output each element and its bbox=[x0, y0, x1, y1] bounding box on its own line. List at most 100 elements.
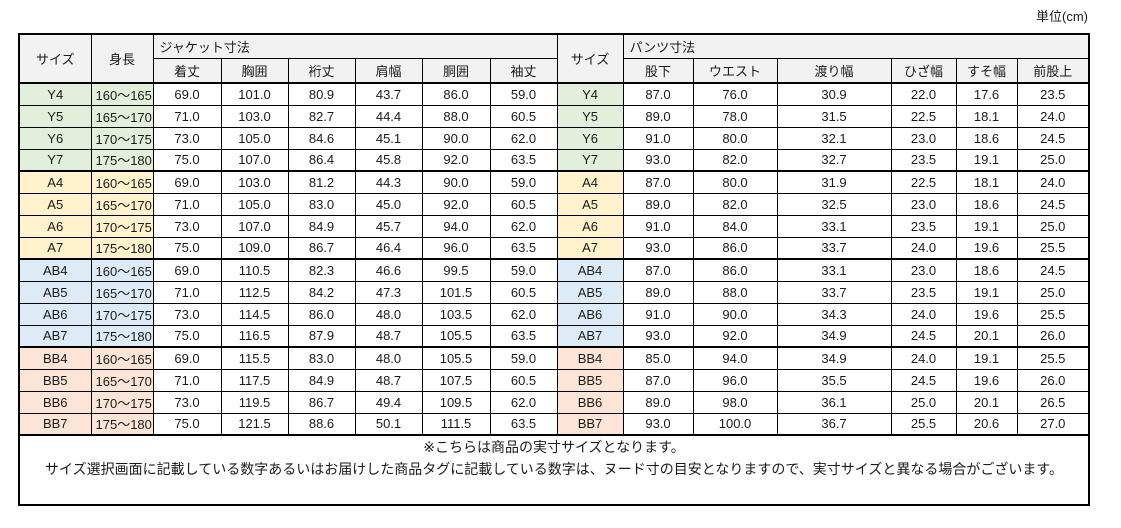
pants-value-cell: 80.0 bbox=[692, 170, 778, 194]
pants-value-cell: 23.0 bbox=[890, 126, 957, 150]
jacket-value-cell: 105.5 bbox=[421, 324, 491, 348]
pants-value-cell: 25.5 bbox=[1016, 346, 1090, 370]
pants-value-cell: 18.1 bbox=[955, 170, 1018, 194]
jacket-value-cell: 114.5 bbox=[220, 302, 289, 326]
jacket-value-cell: 90.0 bbox=[421, 170, 491, 194]
height-cell: 170～175 bbox=[90, 126, 154, 150]
pants-value-cell: 31.9 bbox=[776, 170, 892, 194]
pants-value-cell: 23.0 bbox=[890, 192, 957, 216]
jacket-value-cell: 83.0 bbox=[287, 346, 356, 370]
jacket-value-cell: 73.0 bbox=[152, 214, 222, 238]
note-nude-size: サイズ選択画面に記載している数字あるいはお届けした商品タグに記載している数字は、… bbox=[45, 461, 1063, 478]
jacket-value-cell: 71.0 bbox=[152, 104, 222, 128]
size-cell-pants: Y7 bbox=[556, 148, 624, 172]
jacket-value-cell: 69.0 bbox=[152, 258, 222, 282]
jacket-value-cell: 83.0 bbox=[287, 192, 356, 216]
pants-value-cell: 89.0 bbox=[622, 192, 694, 216]
pants-value-cell: 19.1 bbox=[955, 346, 1018, 370]
pants-value-cell: 23.5 bbox=[890, 214, 957, 238]
size-cell: A6 bbox=[18, 214, 92, 238]
header-pants-group: パンツ寸法 bbox=[622, 33, 1090, 59]
jacket-value-cell: 60.5 bbox=[489, 104, 558, 128]
pants-value-cell: 88.0 bbox=[692, 280, 778, 304]
size-cell-pants: AB5 bbox=[556, 280, 624, 304]
jacket-value-cell: 63.5 bbox=[489, 412, 558, 436]
jacket-value-cell: 82.7 bbox=[287, 104, 356, 128]
height-cell: 160～165 bbox=[90, 170, 154, 194]
pants-value-cell: 86.0 bbox=[692, 258, 778, 282]
height-cell: 165～170 bbox=[90, 280, 154, 304]
pants-value-cell: 25.5 bbox=[890, 412, 957, 436]
jacket-value-cell: 105.0 bbox=[220, 126, 289, 150]
pants-value-cell: 80.0 bbox=[692, 126, 778, 150]
table-row: AB7 175～180 75.0 116.5 87.9 48.7 105.5 63.5 AB7 9… bbox=[18, 324, 1090, 348]
jacket-value-cell: 60.5 bbox=[489, 192, 558, 216]
pants-value-cell: 25.5 bbox=[1016, 302, 1090, 326]
jacket-value-cell: 92.0 bbox=[421, 148, 491, 172]
jacket-value-cell: 49.4 bbox=[354, 390, 423, 414]
jacket-value-cell: 75.0 bbox=[152, 412, 222, 436]
jacket-value-cell: 112.5 bbox=[220, 280, 289, 304]
header-jacket-col: 胸囲 bbox=[220, 58, 289, 84]
pants-value-cell: 24.0 bbox=[1016, 170, 1090, 194]
jacket-value-cell: 62.0 bbox=[489, 214, 558, 238]
pants-value-cell: 93.0 bbox=[622, 324, 694, 348]
jacket-value-cell: 73.0 bbox=[152, 390, 222, 414]
jacket-value-cell: 47.3 bbox=[354, 280, 423, 304]
size-cell: A7 bbox=[18, 236, 92, 260]
jacket-value-cell: 105.5 bbox=[421, 346, 491, 370]
pants-value-cell: 76.0 bbox=[692, 82, 778, 106]
pants-value-cell: 25.0 bbox=[1016, 148, 1090, 172]
jacket-value-cell: 115.5 bbox=[220, 346, 289, 370]
size-cell-pants: A5 bbox=[556, 192, 624, 216]
size-cell: AB7 bbox=[18, 324, 92, 348]
jacket-value-cell: 60.5 bbox=[489, 368, 558, 392]
table-row: AB5 165～170 71.0 112.5 84.2 47.3 101.5 60.5 AB5 8… bbox=[18, 280, 1090, 304]
jacket-value-cell: 119.5 bbox=[220, 390, 289, 414]
pants-value-cell: 19.1 bbox=[955, 214, 1018, 238]
table-row: BB6 170～175 73.0 119.5 86.7 49.4 109.5 62.0 BB6 8… bbox=[18, 390, 1090, 414]
pants-value-cell: 24.5 bbox=[1016, 126, 1090, 150]
size-cell: A5 bbox=[18, 192, 92, 216]
size-cell-pants: BB7 bbox=[556, 412, 624, 436]
header-jacket-col: 裄丈 bbox=[287, 58, 356, 84]
pants-value-cell: 91.0 bbox=[622, 126, 694, 150]
table-row: A6 170～175 73.0 107.0 84.9 45.7 94.0 62.0 A6 91.0… bbox=[18, 214, 1090, 238]
jacket-value-cell: 45.1 bbox=[354, 126, 423, 150]
table-row: BB5 165～170 71.0 117.5 84.9 48.7 107.5 60.5 BB5 8… bbox=[18, 368, 1090, 392]
pants-value-cell: 19.1 bbox=[955, 280, 1018, 304]
size-cell: BB7 bbox=[18, 412, 92, 436]
pants-value-cell: 19.1 bbox=[955, 148, 1018, 172]
pants-value-cell: 19.6 bbox=[955, 236, 1018, 260]
size-cell: BB4 bbox=[18, 346, 92, 370]
jacket-value-cell: 103.0 bbox=[220, 104, 289, 128]
jacket-value-cell: 69.0 bbox=[152, 170, 222, 194]
jacket-value-cell: 103.0 bbox=[220, 170, 289, 194]
height-cell: 170～175 bbox=[90, 302, 154, 326]
table-row: A7 175～180 75.0 109.0 86.7 46.4 96.0 63.5 A7 93.0… bbox=[18, 236, 1090, 260]
pants-value-cell: 89.0 bbox=[622, 280, 694, 304]
pants-value-cell: 23.5 bbox=[890, 280, 957, 304]
size-cell-pants: BB6 bbox=[556, 390, 624, 414]
pants-value-cell: 25.0 bbox=[1016, 214, 1090, 238]
jacket-value-cell: 75.0 bbox=[152, 148, 222, 172]
note-actual-size: ※こちらは商品の実寸サイズとなります。 bbox=[423, 439, 685, 455]
size-cell-pants: Y5 bbox=[556, 104, 624, 128]
pants-value-cell: 25.0 bbox=[890, 390, 957, 414]
header-jacket-col: 着丈 bbox=[152, 58, 222, 84]
jacket-value-cell: 92.0 bbox=[421, 192, 491, 216]
header-size: サイズ bbox=[18, 33, 92, 84]
table-row: BB7 175～180 75.0 121.5 88.6 50.1 111.5 63.5 BB7 9… bbox=[18, 412, 1090, 436]
jacket-value-cell: 101.0 bbox=[220, 82, 289, 106]
jacket-value-cell: 101.5 bbox=[421, 280, 491, 304]
pants-value-cell: 20.6 bbox=[955, 412, 1018, 436]
table-row: Y4 160～165 69.0 101.0 80.9 43.7 86.0 59.0 Y4 87.0… bbox=[18, 82, 1090, 106]
pants-value-cell: 20.1 bbox=[955, 390, 1018, 414]
jacket-value-cell: 121.5 bbox=[220, 412, 289, 436]
pants-value-cell: 36.1 bbox=[776, 390, 892, 414]
jacket-value-cell: 99.5 bbox=[421, 258, 491, 282]
pants-value-cell: 94.0 bbox=[692, 346, 778, 370]
jacket-value-cell: 73.0 bbox=[152, 302, 222, 326]
jacket-value-cell: 105.0 bbox=[220, 192, 289, 216]
